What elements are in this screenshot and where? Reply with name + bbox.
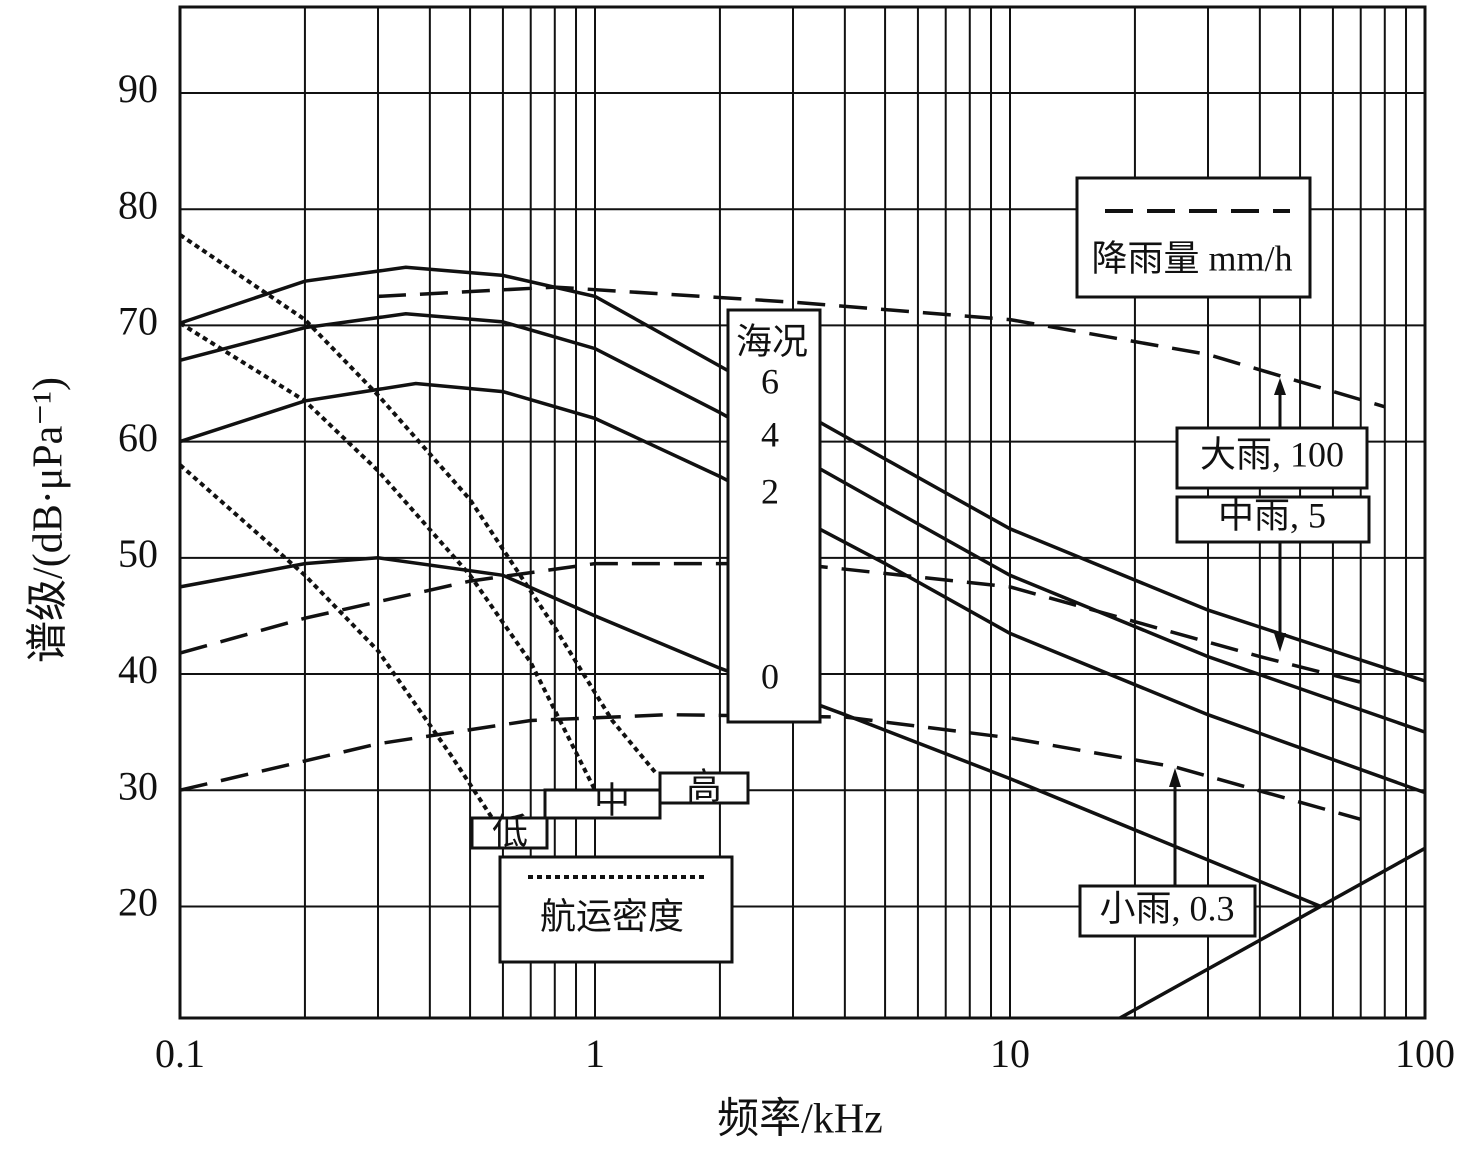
plot-frame [178,5,1427,1020]
series-label-box [1078,884,1257,938]
y-tick-label: 50 [118,531,158,576]
y-tick-label: 30 [118,763,158,808]
y-tick-label: 80 [118,182,158,227]
legend-title: 降雨量 mm/h [1091,238,1292,278]
x-tick-label: 100 [1395,1031,1455,1076]
y-tick-label: 20 [118,880,158,925]
series-line [179,556,1322,909]
series-label-box [1175,426,1369,490]
series-line [179,712,1362,821]
series-line [179,381,1426,795]
series-label: 大雨, 100 [1200,434,1344,474]
series-line [178,321,597,792]
series-label: 2 [761,471,779,511]
legend-box [1075,176,1312,299]
series-label-box [470,816,549,850]
series-label-box [543,788,662,820]
series-label: 低 [492,811,528,851]
arrow-head [1274,633,1286,652]
sea-state-title: 海况 [736,321,808,361]
series-line [179,265,1426,683]
series-line [377,285,1386,409]
y-tick-label: 60 [118,415,158,460]
x-axis-title: 频率/kHz [717,1096,883,1143]
arrow-head [1274,378,1286,395]
series-line [179,561,1362,684]
legend-box [498,855,734,964]
series-label-box [658,771,750,805]
x-tick-label: 1 [585,1031,605,1076]
series-line [1119,846,1426,1020]
sea-state-box [726,308,822,724]
series-label: 高 [686,766,722,806]
series-label: 中雨, 5 [1218,495,1326,535]
arrow-head [1169,768,1181,787]
x-tick-label: 0.1 [155,1031,205,1076]
series-label: 中 [594,780,630,820]
series-label-box [1175,495,1371,544]
y-axis-title: 谱级/(dB·μPa⁻¹) [26,377,72,663]
series-line [178,463,499,827]
y-tick-label: 40 [118,647,158,692]
legend-title: 航运密度 [540,896,684,936]
series-line [178,233,658,775]
series-label: 0 [761,656,779,696]
series-label: 4 [761,414,779,454]
y-tick-label: 70 [118,299,158,344]
x-tick-label: 10 [990,1031,1030,1076]
series-label: 6 [761,361,779,401]
series-label: 小雨, 0.3 [1099,888,1234,928]
y-tick-label: 90 [118,66,158,111]
